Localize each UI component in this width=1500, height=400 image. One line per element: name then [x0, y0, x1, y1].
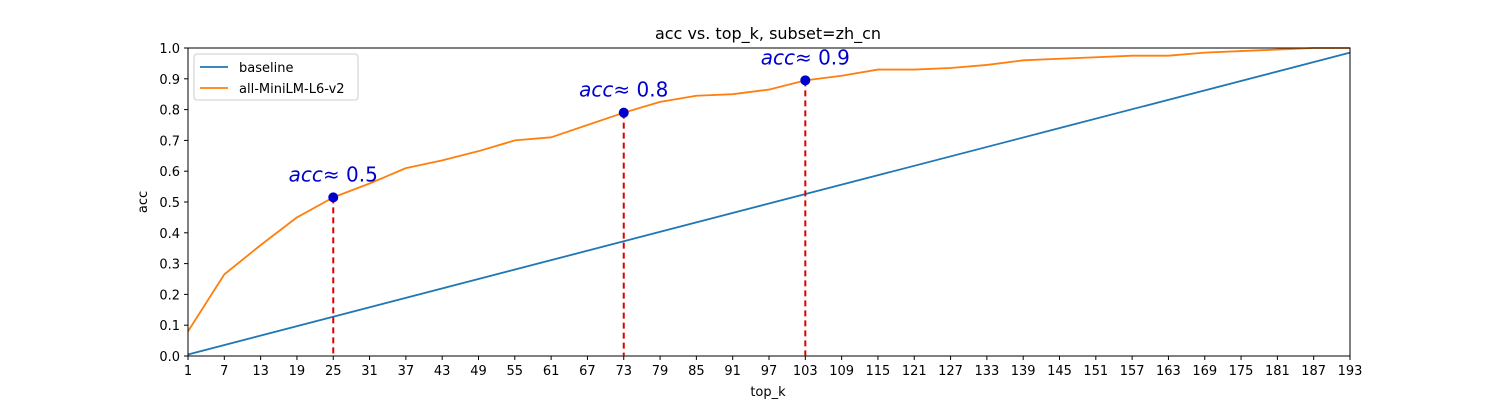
x-tick-label: 103 — [793, 364, 818, 379]
x-tick-label: 157 — [1120, 364, 1145, 379]
x-tick-label: 31 — [361, 364, 378, 379]
x-tick-label: 79 — [652, 364, 669, 379]
x-tick-label: 1 — [184, 364, 192, 379]
y-tick-label: 0.5 — [159, 196, 180, 211]
x-tick-label: 109 — [829, 364, 854, 379]
x-axis: 1 7 13 19 25 31 37 43 49 55 61 67 73 79 85 91 97 103 109 11… — [184, 356, 1363, 379]
series-line-baseline — [187, 51, 1351, 356]
x-tick-label: 19 — [289, 364, 306, 379]
x-tick-label: 121 — [902, 364, 927, 379]
x-tick-label: 37 — [398, 364, 415, 379]
x-tick-label: 139 — [1011, 364, 1036, 379]
legend-label: baseline — [239, 61, 293, 76]
plot-area — [187, 47, 1351, 356]
x-tick-label: 151 — [1083, 364, 1108, 379]
x-tick-label: 181 — [1265, 364, 1290, 379]
annotation-marker — [800, 75, 811, 86]
y-tick-label: 0.6 — [159, 165, 180, 180]
x-axis-label: top_k — [750, 385, 786, 400]
y-tick-label: 0.8 — [159, 104, 180, 119]
x-tick-label: 115 — [866, 364, 891, 379]
legend-label: all-MiniLM-L6-v2 — [239, 82, 345, 97]
legend: baseline all-MiniLM-L6-v2 — [193, 53, 359, 101]
y-tick-label: 0.3 — [159, 258, 180, 273]
y-axis: 0.0 0.1 0.2 0.3 0.4 0.5 0.6 0.7 0.8 0.9 1.0 — [159, 42, 188, 365]
x-tick-label: 25 — [325, 364, 342, 379]
legend-box — [193, 53, 359, 101]
y-tick-label: 0.2 — [159, 288, 180, 303]
annotations: acc≈ 0.5 acc≈ 0.8 acc≈ 0.9 — [289, 45, 850, 356]
x-tick-label: 55 — [507, 364, 524, 379]
y-tick-label: 1.0 — [159, 42, 180, 57]
x-tick-label: 49 — [470, 364, 487, 379]
x-tick-label: 43 — [434, 364, 451, 379]
chart-title: acc vs. top_k, subset=zh_cn — [655, 24, 881, 44]
annotation-marker — [328, 192, 339, 203]
y-tick-label: 0.7 — [159, 134, 180, 149]
x-tick-label: 97 — [761, 364, 778, 379]
x-tick-label: 175 — [1229, 364, 1254, 379]
x-tick-label: 67 — [579, 364, 596, 379]
x-tick-label: 169 — [1192, 364, 1217, 379]
x-tick-label: 193 — [1338, 364, 1363, 379]
annotation-marker — [618, 107, 629, 118]
x-tick-label: 145 — [1047, 364, 1072, 379]
x-tick-label: 7 — [220, 364, 228, 379]
annotation-label: acc≈ 0.8 — [579, 78, 668, 102]
x-tick-label: 163 — [1156, 364, 1181, 379]
y-tick-label: 0.9 — [159, 73, 180, 88]
x-tick-label: 187 — [1301, 364, 1326, 379]
annotation-label: acc≈ 0.9 — [761, 45, 850, 69]
x-tick-label: 85 — [688, 364, 705, 379]
x-tick-label: 61 — [543, 364, 560, 379]
series-line-all-minilm-l6-v2 — [187, 47, 1350, 332]
x-tick-label: 13 — [252, 364, 269, 379]
x-tick-label: 127 — [938, 364, 963, 379]
x-tick-label: 133 — [974, 364, 999, 379]
y-axis-label: acc — [136, 191, 151, 213]
x-tick-label: 73 — [615, 364, 632, 379]
y-tick-label: 0.1 — [159, 319, 180, 334]
y-tick-label: 0.4 — [159, 227, 180, 242]
x-tick-label: 91 — [724, 364, 741, 379]
y-tick-label: 0.0 — [159, 350, 180, 365]
annotation-label: acc≈ 0.5 — [289, 162, 378, 186]
